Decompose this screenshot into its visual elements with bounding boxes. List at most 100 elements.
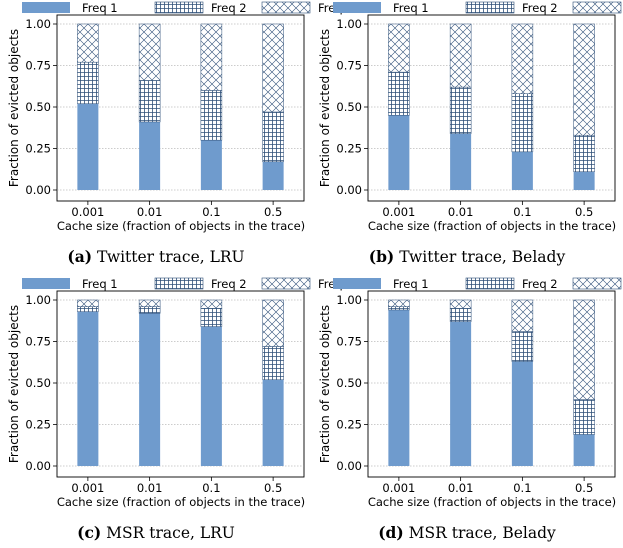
y-tick-label: 1.00 (336, 293, 362, 307)
bar-segment (511, 331, 534, 362)
bar-segment (511, 299, 534, 332)
x-tick-label: 0.001 (71, 481, 104, 495)
x-tick-label: 0.001 (382, 205, 415, 219)
bar-segment (262, 161, 284, 190)
y-axis-label: Fraction of evicted objects (7, 305, 21, 463)
y-axis-label: Fraction of evicted objects (318, 29, 332, 187)
x-tick-label: 0.1 (202, 205, 220, 219)
y-tick-label: 0.75 (25, 335, 51, 349)
bar-segment (511, 151, 533, 190)
x-axis-label: Cache size (fraction of objects in the t… (368, 219, 616, 233)
x-tick-label: 0.01 (137, 481, 163, 495)
y-tick-label: 0.25 (25, 142, 51, 156)
legend-swatch (154, 277, 204, 290)
bar-segment (262, 346, 284, 380)
y-tick-label: 1.00 (25, 17, 51, 31)
figure-caption: (c) MSR trace, LRU (77, 523, 235, 542)
bar-segment (138, 299, 161, 307)
legend-swatch (465, 1, 515, 14)
legend-swatch (572, 277, 622, 290)
plot-frame (56, 290, 305, 478)
bar-segment (77, 103, 99, 190)
bar-segment (262, 23, 284, 113)
x-tick-label: 0.1 (202, 481, 220, 495)
y-tick-label: 1.00 (25, 293, 51, 307)
bar-segment (77, 23, 99, 63)
caption-label: (d) (378, 523, 404, 542)
x-tick-label: 0.01 (448, 205, 474, 219)
bar-segment (388, 23, 410, 73)
bar-segment (77, 306, 99, 312)
y-tick-label: 0.75 (336, 59, 362, 73)
bar-segment (200, 140, 222, 190)
caption-text: MSR trace, LRU (106, 524, 235, 542)
figure-caption: (a) Twitter trace, LRU (67, 247, 244, 266)
legend-label: Freq 1 (393, 1, 429, 15)
legend-label: Freq 2 (522, 277, 558, 291)
bar-segment (200, 23, 223, 91)
figure-caption: (b) Twitter trace, Belady (369, 247, 566, 266)
bar-segment (388, 306, 410, 311)
bar-segment (262, 379, 284, 466)
x-tick-label: 0.01 (137, 205, 163, 219)
bar-segment (573, 434, 595, 466)
bar-segment (262, 299, 284, 347)
bar-segment (138, 80, 161, 123)
y-tick-label: 1.00 (336, 17, 362, 31)
y-tick-label: 0.25 (336, 418, 362, 432)
bar-segment (573, 23, 595, 136)
bar-segment (200, 326, 222, 466)
x-tick-label: 0.5 (575, 205, 593, 219)
bar-segment (449, 299, 472, 309)
y-tick-label: 0.75 (25, 59, 51, 73)
x-tick-label: 0.1 (513, 481, 531, 495)
plot-frame (56, 14, 305, 202)
bar-segment (573, 171, 595, 190)
plot-frame (367, 290, 616, 478)
y-tick-label: 0.25 (336, 142, 362, 156)
legend-label: Freq 2 (522, 1, 558, 15)
legend-swatch (22, 2, 70, 13)
bar-segment (511, 93, 534, 153)
x-tick-label: 0.5 (575, 481, 593, 495)
y-tick-label: 0.25 (25, 418, 51, 432)
caption-label: (c) (77, 523, 101, 542)
bar-segment (200, 308, 223, 327)
legend-label: Freq 2 (211, 277, 247, 291)
x-axis-label: Cache size (fraction of objects in the t… (57, 495, 305, 509)
caption-label: (a) (67, 247, 92, 266)
bar-segment (77, 61, 99, 104)
bar-segment (511, 23, 534, 94)
bar-segment (139, 313, 161, 466)
legend-label: Freq 1 (393, 277, 429, 291)
bar-segment (388, 115, 410, 190)
y-tick-label: 0.00 (25, 183, 51, 197)
legend-swatch (333, 2, 381, 13)
y-axis-label: Fraction of evicted objects (7, 29, 21, 187)
bar-segment (138, 23, 161, 81)
caption-label: (b) (369, 247, 395, 266)
bar-segment (449, 86, 472, 134)
bar-segment (450, 321, 472, 466)
y-axis-label: Fraction of evicted objects (318, 305, 332, 463)
bar-segment (449, 308, 472, 322)
bar-segment (139, 121, 161, 190)
x-tick-label: 0.1 (513, 205, 531, 219)
legend-swatch (333, 278, 381, 289)
legend-label: Freq 1 (82, 277, 118, 291)
x-tick-label: 0.001 (71, 205, 104, 219)
caption-text: Twitter trace, LRU (97, 248, 245, 266)
y-tick-label: 0.50 (336, 376, 362, 390)
legend-swatch (261, 277, 311, 290)
x-axis-label: Cache size (fraction of objects in the t… (57, 219, 305, 233)
bar-segment (388, 309, 410, 466)
y-tick-label: 0.75 (336, 335, 362, 349)
